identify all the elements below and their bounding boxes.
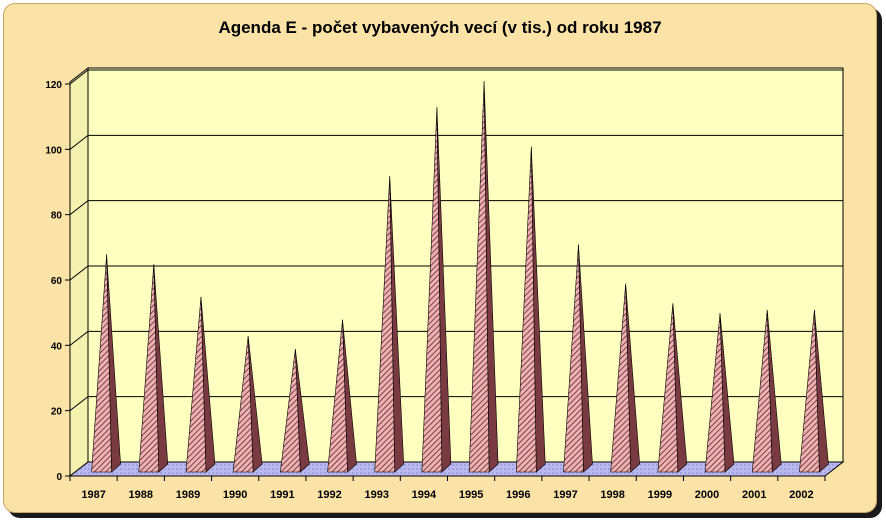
gridline-side — [69, 69, 89, 85]
bar — [327, 319, 357, 473]
bar — [468, 81, 499, 473]
x-tick-label: 2000 — [695, 489, 719, 501]
y-tick-label: 0 — [56, 472, 62, 483]
bar — [280, 349, 310, 473]
bar-front — [799, 309, 820, 473]
bar-front — [232, 336, 254, 473]
gridline-side — [69, 200, 89, 216]
x-tick-label: 1993 — [364, 489, 388, 501]
x-tick-label: 2002 — [789, 489, 813, 501]
bar — [138, 264, 169, 473]
y-tick-label: 120 — [45, 80, 62, 91]
bar — [704, 313, 735, 473]
bar-front — [468, 81, 490, 473]
bar-front — [327, 319, 348, 473]
y-tick-label: 60 — [51, 276, 63, 287]
bar-front — [704, 313, 726, 473]
bar-front — [374, 175, 396, 473]
bar-front — [515, 146, 537, 473]
bar — [563, 244, 593, 473]
plot-side-wall — [69, 66, 89, 478]
bar — [799, 309, 829, 473]
bar — [751, 309, 782, 473]
chart-title: Agenda E - počet vybavených vecí (v tis.… — [218, 18, 662, 37]
y-tick-label: 100 — [45, 145, 62, 156]
y-tick-label: 20 — [51, 407, 63, 418]
bar-front — [563, 244, 584, 473]
bar-front — [751, 309, 773, 473]
gridline-side — [69, 330, 89, 346]
x-tick-label: 1998 — [600, 489, 624, 501]
x-tick-label: 1989 — [176, 489, 200, 501]
x-tick-label: 1999 — [648, 489, 672, 501]
x-tick-label: 1997 — [553, 489, 577, 501]
x-tick-label: 1996 — [506, 489, 530, 501]
bar-front — [91, 254, 112, 473]
x-tick-label: 1987 — [81, 489, 105, 501]
x-tick-label: 1990 — [223, 489, 247, 501]
bar — [91, 254, 121, 473]
bar-front — [421, 107, 443, 473]
x-tick-label: 2001 — [742, 489, 766, 501]
bar-front — [657, 303, 679, 473]
x-tick-label: 1992 — [317, 489, 341, 501]
gridline-side — [69, 265, 89, 281]
x-tick-label: 1994 — [412, 489, 437, 501]
bar-front — [610, 283, 631, 473]
bar-front — [280, 349, 301, 473]
bar — [515, 146, 546, 473]
bar — [185, 296, 216, 473]
y-tick-label: 40 — [51, 341, 63, 352]
bar-front — [185, 296, 207, 473]
bar-front — [138, 264, 160, 473]
x-tick-label: 1995 — [459, 489, 483, 501]
bar — [421, 107, 452, 473]
gridline-side — [69, 396, 89, 412]
x-tick-label: 1988 — [129, 489, 153, 501]
bar — [610, 283, 640, 473]
gridline-side — [69, 134, 89, 150]
bar — [232, 336, 263, 473]
bar — [657, 303, 688, 473]
x-tick-label: 1991 — [270, 489, 294, 501]
y-tick-label: 80 — [51, 211, 63, 222]
bar — [374, 175, 405, 473]
